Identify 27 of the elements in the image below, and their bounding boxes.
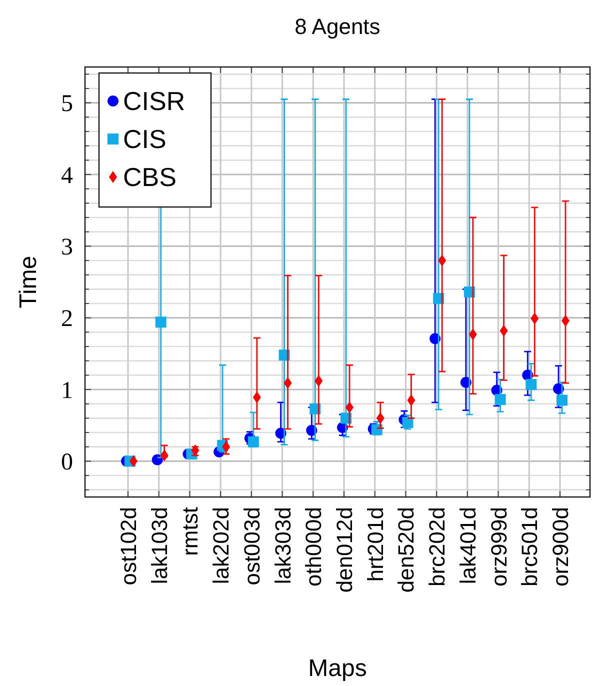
x-tick-label: lak202d: [208, 507, 234, 584]
x-tick-label: orz999d: [486, 507, 512, 587]
x-tick-label: lak401d: [455, 507, 480, 584]
x-tick-label: brc501d: [517, 507, 542, 587]
y-tick-label: 2: [61, 306, 73, 332]
x-tick-label: lak103d: [146, 507, 172, 584]
x-axis-title: Maps: [308, 655, 367, 682]
y-tick-label: 1: [61, 378, 73, 404]
x-tick-label: den520d: [394, 507, 419, 593]
x-tick-label: hrt201d: [362, 507, 388, 582]
x-tick-label: ost102d: [116, 507, 141, 586]
x-tick-label: ost003d: [239, 507, 264, 586]
x-tick-label: den012d: [332, 507, 357, 593]
y-tick-label: 3: [61, 234, 73, 261]
x-tick-label: lak303d: [270, 507, 296, 584]
y-tick-label: 5: [61, 91, 73, 118]
legend-label: CISR: [123, 86, 186, 116]
y-axis-title: Time: [15, 256, 42, 308]
legend-label: CIS: [123, 124, 166, 154]
y-tick-label: 4: [61, 162, 73, 189]
x-tick-label: brc202d: [424, 507, 450, 587]
legend-label: CBS: [123, 162, 176, 192]
y-tick-label: 0: [61, 450, 73, 476]
x-tick-label: rmtst: [178, 507, 203, 556]
x-tick-label: orz900d: [548, 507, 573, 587]
chart-title: 8 Agents: [294, 14, 380, 39]
x-tick-label: oth000d: [301, 507, 326, 587]
